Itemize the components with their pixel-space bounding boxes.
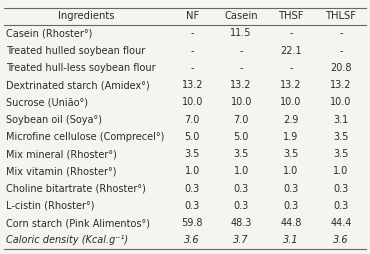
Text: Sucrose (União°): Sucrose (União°)	[6, 98, 88, 107]
Text: -: -	[191, 63, 194, 73]
Text: Casein (Rhoster°): Casein (Rhoster°)	[6, 28, 92, 38]
Text: Mix vitamin (Rhoster°): Mix vitamin (Rhoster°)	[6, 166, 116, 176]
Text: 13.2: 13.2	[330, 80, 352, 90]
Text: Treated hull-less soybean flour: Treated hull-less soybean flour	[6, 63, 155, 73]
Text: 3.5: 3.5	[333, 149, 349, 159]
Text: 11.5: 11.5	[231, 28, 252, 38]
Text: 44.4: 44.4	[330, 218, 352, 228]
Text: 0.3: 0.3	[333, 184, 349, 194]
Text: -: -	[191, 28, 194, 38]
Text: 3.6: 3.6	[333, 235, 349, 245]
Text: Caloric density (Kcal.g⁻¹): Caloric density (Kcal.g⁻¹)	[6, 235, 128, 245]
Text: Choline bitartrate (Rhoster°): Choline bitartrate (Rhoster°)	[6, 184, 145, 194]
Text: 3.5: 3.5	[233, 149, 249, 159]
Text: Soybean oil (Soya°): Soybean oil (Soya°)	[6, 115, 101, 125]
Text: -: -	[339, 46, 343, 56]
Text: -: -	[239, 46, 243, 56]
Text: 1.0: 1.0	[185, 166, 200, 176]
Text: 13.2: 13.2	[182, 80, 203, 90]
Text: 0.3: 0.3	[185, 184, 200, 194]
Text: 0.3: 0.3	[283, 201, 299, 211]
Text: 10.0: 10.0	[280, 98, 302, 107]
Text: 3.5: 3.5	[185, 149, 200, 159]
Text: 48.3: 48.3	[231, 218, 252, 228]
Text: 2.9: 2.9	[283, 115, 299, 125]
Text: THSF: THSF	[278, 11, 304, 21]
Text: 3.7: 3.7	[233, 235, 249, 245]
Text: 10.0: 10.0	[182, 98, 203, 107]
Text: Microfine cellulose (Comprecel°): Microfine cellulose (Comprecel°)	[6, 132, 164, 142]
Text: THLSF: THLSF	[326, 11, 356, 21]
Text: 10.0: 10.0	[330, 98, 352, 107]
Text: 3.1: 3.1	[333, 115, 349, 125]
Text: 0.3: 0.3	[283, 184, 299, 194]
Text: 20.8: 20.8	[330, 63, 352, 73]
Text: Dextrinated starch (Amidex°): Dextrinated starch (Amidex°)	[6, 80, 149, 90]
Text: Treated hulled soybean flour: Treated hulled soybean flour	[6, 46, 145, 56]
Text: L-cistin (Rhoster°): L-cistin (Rhoster°)	[6, 201, 94, 211]
Text: 1.0: 1.0	[233, 166, 249, 176]
Text: 44.8: 44.8	[280, 218, 302, 228]
Text: 13.2: 13.2	[280, 80, 302, 90]
Text: 1.0: 1.0	[333, 166, 349, 176]
Text: 3.1: 3.1	[283, 235, 299, 245]
Text: 1.9: 1.9	[283, 132, 299, 142]
Text: Casein: Casein	[224, 11, 258, 21]
Text: -: -	[239, 63, 243, 73]
Text: 5.0: 5.0	[233, 132, 249, 142]
Text: 1.0: 1.0	[283, 166, 299, 176]
Text: -: -	[289, 63, 293, 73]
Text: Mix mineral (Rhoster°): Mix mineral (Rhoster°)	[6, 149, 117, 159]
Text: 3.5: 3.5	[283, 149, 299, 159]
Text: 0.3: 0.3	[333, 201, 349, 211]
Text: 59.8: 59.8	[182, 218, 203, 228]
Text: 7.0: 7.0	[185, 115, 200, 125]
Text: 0.3: 0.3	[233, 184, 249, 194]
Text: 0.3: 0.3	[233, 201, 249, 211]
Text: 5.0: 5.0	[185, 132, 200, 142]
Text: 7.0: 7.0	[233, 115, 249, 125]
Text: -: -	[289, 28, 293, 38]
Text: 10.0: 10.0	[231, 98, 252, 107]
Text: Corn starch (Pink Alimentos°): Corn starch (Pink Alimentos°)	[6, 218, 149, 228]
Text: NF: NF	[186, 11, 199, 21]
Text: 13.2: 13.2	[231, 80, 252, 90]
Text: 3.6: 3.6	[184, 235, 200, 245]
Text: 22.1: 22.1	[280, 46, 302, 56]
Text: -: -	[191, 46, 194, 56]
Text: Ingredients: Ingredients	[58, 11, 114, 21]
Text: 0.3: 0.3	[185, 201, 200, 211]
Text: 3.5: 3.5	[333, 132, 349, 142]
Text: -: -	[339, 28, 343, 38]
